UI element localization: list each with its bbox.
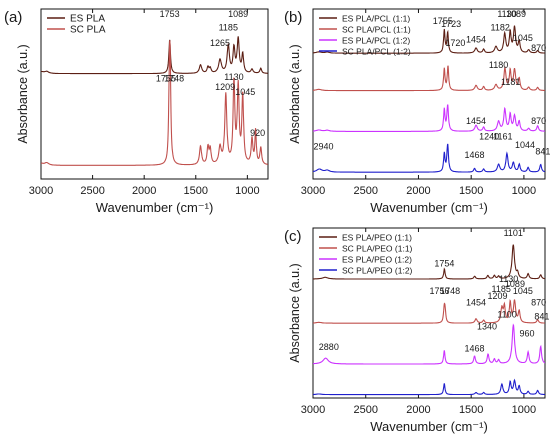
y-axis-label: Absorbance (a.u.) xyxy=(288,44,302,143)
peak-annotation: 1209 xyxy=(215,82,235,92)
peak-annotation: 1265 xyxy=(210,38,230,48)
peak-annotation: 2880 xyxy=(319,342,339,352)
x-tick-label: 1500 xyxy=(459,404,483,416)
peak-annotation: 1185 xyxy=(219,23,238,33)
peak-annotation: 1748 xyxy=(440,286,460,296)
peak-annotation: 1755 xyxy=(433,16,453,26)
peak-annotation: 1454 xyxy=(466,116,486,126)
series-line-2 xyxy=(313,65,545,92)
series-line-2 xyxy=(41,40,268,166)
peak-annotation: 920 xyxy=(250,128,265,138)
peak-annotation: 1089 xyxy=(505,279,525,289)
peak-annotation: 1100 xyxy=(497,310,516,320)
series-line-2 xyxy=(313,299,545,324)
peak-annotation: 2940 xyxy=(314,142,334,152)
peak-annotation: 1182 xyxy=(491,23,510,33)
x-tick-label: 1500 xyxy=(184,185,208,197)
x-tick-label: 2000 xyxy=(406,404,430,416)
x-axis-label: Wavenumber (cm⁻¹) xyxy=(96,200,214,215)
x-tick-label: 1000 xyxy=(235,185,259,197)
x-axis-label: Wavenumber (cm⁻¹) xyxy=(370,419,488,434)
legend-entry: SC PLA xyxy=(70,25,106,36)
x-tick-label: 2500 xyxy=(353,404,377,416)
panel-label: (c) xyxy=(284,228,302,245)
peak-annotation: 1454 xyxy=(466,35,486,45)
panel-c: 3000 2500 2000 1500 1000 (c) Wavenumber (cm⁻¹)… xyxy=(284,227,549,434)
legend-entry: ES PLA/PCL (1:2) xyxy=(342,36,410,46)
peak-annotation: 841 xyxy=(535,147,550,157)
x-tick-label: 1500 xyxy=(459,185,483,197)
series-line-1 xyxy=(313,244,545,280)
plot-frame xyxy=(40,8,269,180)
x-tick-label: 1000 xyxy=(512,404,536,416)
x-tick-label: 2500 xyxy=(353,185,377,197)
peak-annotation: 1045 xyxy=(235,87,255,97)
peak-annotation: 1130 xyxy=(224,72,243,82)
peak-annotation: 870 xyxy=(531,43,546,53)
legend-entry: SC PLA/PCL (1:2) xyxy=(342,47,411,57)
series-line-4 xyxy=(313,378,545,396)
series-line-1 xyxy=(313,25,545,54)
peak-annotation: 1756 xyxy=(430,286,450,296)
series-line-4 xyxy=(313,143,545,173)
x-tick-label: 3000 xyxy=(301,404,325,416)
peak-annotation: 1468 xyxy=(465,344,485,354)
x-tick-label: 3000 xyxy=(29,185,53,197)
legend-entry: SC PLA/PEO (1:1) xyxy=(342,244,413,254)
series-line-3 xyxy=(313,323,545,365)
panel-label: (b) xyxy=(284,9,302,26)
peak-annotation: 870 xyxy=(531,298,546,308)
series-line-3 xyxy=(313,104,545,132)
legend-entry: ES PLA xyxy=(70,14,105,25)
panel-a: 3000 2500 2000 1500 1000 (a) Wavenumber (cm⁻¹)… xyxy=(4,8,269,215)
peak-annotation: 1748 xyxy=(164,74,184,84)
peak-annotation: 1753 xyxy=(160,9,180,19)
peak-annotation: 1723 xyxy=(441,19,461,29)
peak-annotation: 1181 xyxy=(501,77,520,87)
plot-frame xyxy=(312,227,546,399)
peak-annotation: 1185 xyxy=(492,284,511,294)
peak-annotation: 1045 xyxy=(513,286,533,296)
plot-frame xyxy=(312,8,546,180)
peak-annotation: 1209 xyxy=(488,291,508,301)
peak-annotation: 1045 xyxy=(513,33,533,43)
peak-annotation: 1754 xyxy=(434,259,454,269)
x-tick-label: 2500 xyxy=(80,185,104,197)
peak-annotation: 1468 xyxy=(465,150,485,160)
legend-entry: SC PLA/PEO (1:2) xyxy=(342,266,413,276)
legend-entry: SC PLA/PCL (1:1) xyxy=(342,25,411,35)
peak-annotation: 1340 xyxy=(477,322,497,332)
peak-annotation: 960 xyxy=(520,328,535,338)
peak-annotation: 841 xyxy=(534,311,549,321)
series-line-1 xyxy=(41,36,268,75)
peak-annotation: 1720 xyxy=(445,38,465,48)
panels: 3000 2500 2000 1500 1000 (a) Wavenumber (cm⁻¹)… xyxy=(4,8,550,434)
peak-annotation: 1044 xyxy=(515,140,535,150)
peak-annotation: 1130 xyxy=(497,9,516,19)
peak-annotation: 1454 xyxy=(466,298,486,308)
legend-entry: ES PLA/PCL (1:1) xyxy=(342,14,410,24)
y-axis-label: Absorbance (a.u.) xyxy=(16,44,30,143)
legend-entry: ES PLA/PEO (1:2) xyxy=(342,255,412,265)
x-axis-label: Wavenumber (cm⁻¹) xyxy=(370,200,488,215)
peak-annotation: 1089 xyxy=(228,9,248,19)
peak-annotation: 1180 xyxy=(489,60,508,70)
peak-annotation: 1130 xyxy=(499,274,518,284)
peak-annotation: 1240 xyxy=(479,131,499,141)
y-axis-label: Absorbance (a.u.) xyxy=(288,263,302,362)
peak-annotation: 1101 xyxy=(504,228,523,238)
peak-annotation: 1089 xyxy=(506,9,526,19)
panel-b: 3000 2500 2000 1500 1000 (b) Wavenumber (cm⁻¹)… xyxy=(284,8,550,215)
x-tick-label: 1000 xyxy=(512,185,536,197)
panel-label: (a) xyxy=(4,9,22,26)
x-tick-label: 3000 xyxy=(301,185,325,197)
peak-annotation: 1755 xyxy=(156,74,176,84)
peak-annotation: 870 xyxy=(531,116,546,126)
x-tick-label: 2000 xyxy=(406,185,430,197)
peak-annotation: 1161 xyxy=(493,131,512,141)
x-tick-label: 2000 xyxy=(132,185,156,197)
legend-entry: ES PLA/PEO (1:1) xyxy=(342,233,412,243)
